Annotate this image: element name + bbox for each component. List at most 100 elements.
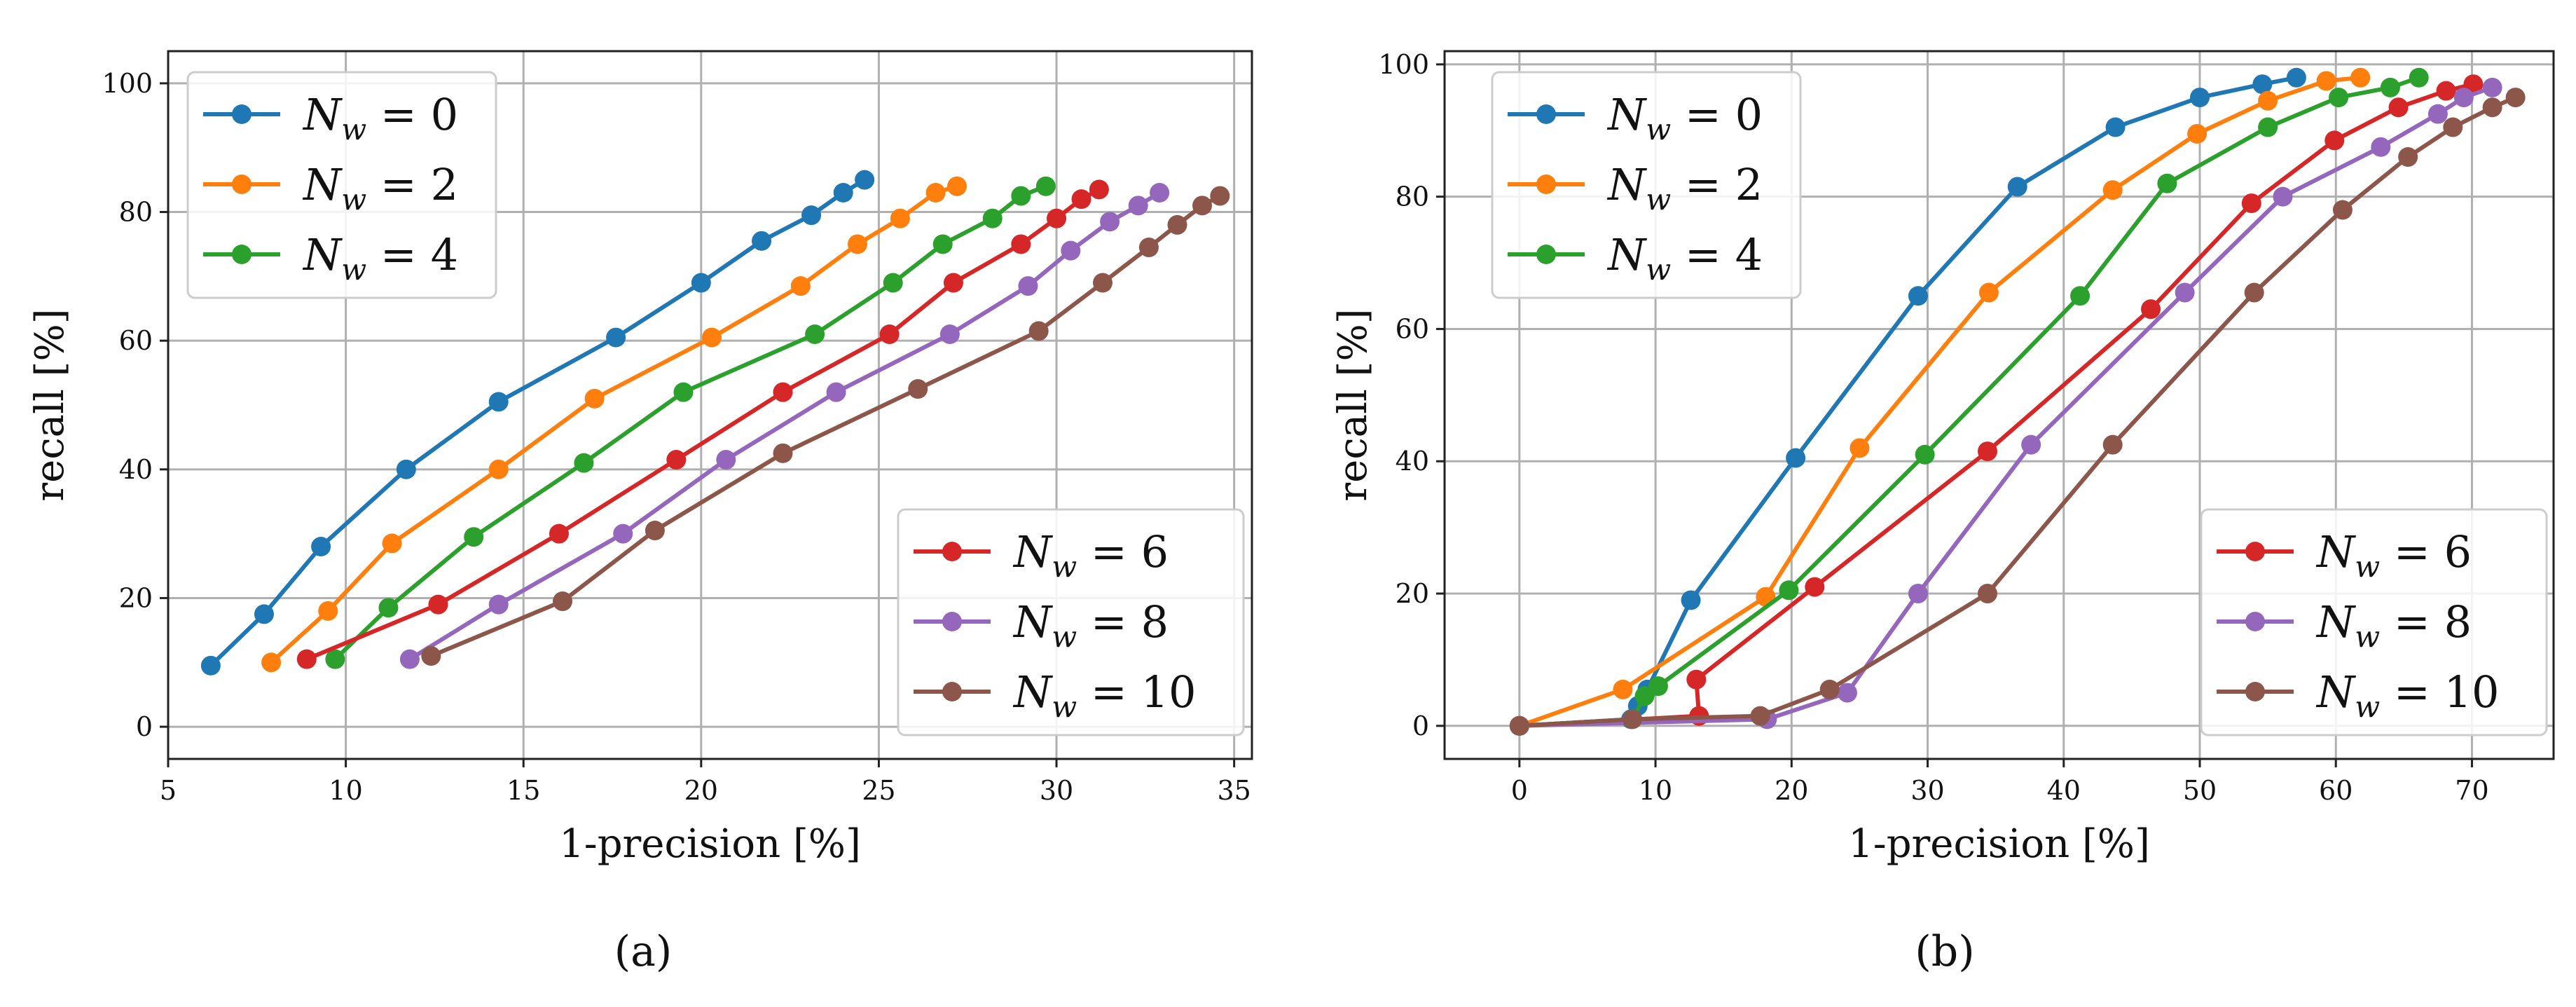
y-tick-label: 20 bbox=[119, 582, 153, 613]
data-point bbox=[254, 604, 274, 624]
data-point bbox=[1977, 441, 1997, 462]
data-point bbox=[574, 453, 594, 473]
data-point bbox=[908, 379, 928, 399]
legend-label-subscript: w bbox=[1052, 549, 1077, 584]
data-point bbox=[1908, 286, 1928, 306]
legend-label-symbol: N bbox=[1606, 89, 1648, 140]
legend-lower-right: Nw = 6Nw = 8Nw = 10 bbox=[2200, 508, 2548, 737]
data-point bbox=[2427, 104, 2448, 124]
plot-frame bbox=[1443, 50, 2555, 760]
series-2 bbox=[261, 176, 967, 673]
series-10 bbox=[421, 186, 1230, 666]
legend-label-subscript: w bbox=[1646, 182, 1671, 217]
data-point bbox=[879, 324, 900, 344]
legend-label-value: = 6 bbox=[2380, 526, 2472, 577]
legend-label: Nw = 2 bbox=[1606, 159, 1763, 217]
data-point bbox=[1805, 577, 1825, 597]
data-point bbox=[773, 443, 793, 463]
legend-label-subscript: w bbox=[1052, 619, 1077, 654]
data-point bbox=[2350, 67, 2371, 88]
legend-label-value: = 8 bbox=[2380, 596, 2472, 648]
data-point bbox=[1210, 186, 1230, 206]
legend-label-subscript: w bbox=[1052, 690, 1077, 724]
legend-label-value: = 2 bbox=[1671, 159, 1763, 210]
legend-label: Nw = 8 bbox=[1012, 596, 1169, 654]
legend-entry: Nw = 2 bbox=[203, 159, 458, 217]
data-point bbox=[666, 450, 687, 470]
legend-swatch-marker bbox=[1536, 174, 1556, 194]
data-point bbox=[2273, 186, 2293, 207]
data-point bbox=[1623, 709, 1643, 729]
series-0 bbox=[200, 170, 875, 676]
legend-swatch-marker bbox=[1536, 245, 1556, 264]
legend-label-symbol: N bbox=[302, 89, 343, 140]
data-point bbox=[1634, 686, 1655, 706]
data-point bbox=[2380, 77, 2400, 97]
legend-label-symbol: N bbox=[302, 159, 343, 210]
legend-entry: Nw = 6 bbox=[914, 526, 1169, 584]
legend-label-symbol: N bbox=[1606, 159, 1648, 210]
data-point bbox=[325, 649, 345, 669]
y-tick-label: 20 bbox=[1396, 578, 1429, 609]
data-point bbox=[2252, 74, 2273, 95]
data-point bbox=[883, 273, 903, 293]
data-point bbox=[1018, 276, 1038, 296]
data-point bbox=[2258, 90, 2278, 111]
data-point bbox=[673, 382, 694, 402]
chart-panel-a: 5 10 15 20 25 30 35 0 20 40 60 80 100 1-precision [%]… bbox=[27, 50, 1253, 976]
x-axis-label: 1-precision [%] bbox=[559, 821, 861, 867]
legend-label-symbol: N bbox=[2315, 596, 2357, 648]
data-point bbox=[1047, 208, 1067, 228]
y-tick-label: 100 bbox=[1378, 49, 1429, 80]
data-point bbox=[702, 327, 722, 348]
data-point bbox=[1035, 176, 1056, 196]
legend-label: Nw = 10 bbox=[1012, 666, 1196, 724]
y-tick-label: 0 bbox=[1412, 711, 1429, 741]
legend-swatch-marker bbox=[942, 682, 962, 701]
legend-swatch-marker bbox=[2245, 682, 2265, 701]
legend-label-value: = 8 bbox=[1077, 596, 1169, 648]
y-tick-label: 100 bbox=[102, 68, 153, 99]
legend-box bbox=[2200, 508, 2548, 737]
data-point bbox=[2175, 282, 2195, 303]
legend-entry: Nw = 10 bbox=[914, 666, 1196, 724]
data-point bbox=[833, 183, 853, 203]
x-tick-label: 5 bbox=[160, 775, 177, 806]
legend-swatch-marker bbox=[942, 542, 962, 561]
data-point bbox=[947, 176, 967, 196]
data-point bbox=[2505, 88, 2526, 108]
data-point bbox=[2482, 77, 2502, 97]
legend-label-symbol: N bbox=[302, 229, 343, 280]
y-tick-label: 60 bbox=[119, 325, 153, 356]
panel-label: (a) bbox=[614, 927, 673, 976]
x-tick-label: 20 bbox=[1775, 775, 1808, 806]
x-tick-label: 25 bbox=[862, 775, 895, 806]
y-tick-label: 40 bbox=[1396, 446, 1429, 477]
x-tick-label: 60 bbox=[2319, 775, 2353, 806]
legend-label-value: = 6 bbox=[1077, 526, 1169, 577]
data-point bbox=[790, 276, 811, 296]
data-point bbox=[1850, 438, 1870, 458]
data-point bbox=[1908, 584, 1928, 604]
legend-box bbox=[1491, 71, 1802, 299]
data-point bbox=[691, 273, 711, 293]
data-point bbox=[1977, 584, 1997, 604]
x-tick-label: 40 bbox=[2047, 775, 2081, 806]
data-point bbox=[1150, 183, 1170, 203]
y-axis-label: recall [%] bbox=[1330, 308, 1376, 501]
data-point bbox=[2324, 130, 2345, 151]
legend-label-symbol: N bbox=[2315, 526, 2357, 577]
legend-entry: Nw = 2 bbox=[1508, 159, 1763, 217]
legend-label: Nw = 10 bbox=[2315, 666, 2499, 724]
data-point bbox=[553, 591, 573, 612]
data-point bbox=[1750, 706, 1770, 726]
x-tick-label: 30 bbox=[1910, 775, 1944, 806]
data-point bbox=[464, 527, 484, 547]
legend-label: Nw = 8 bbox=[2315, 596, 2472, 654]
series-8 bbox=[399, 183, 1170, 669]
data-point bbox=[1978, 282, 1999, 303]
data-point bbox=[1837, 683, 1857, 703]
data-point bbox=[1071, 189, 1091, 210]
data-point bbox=[805, 324, 825, 344]
